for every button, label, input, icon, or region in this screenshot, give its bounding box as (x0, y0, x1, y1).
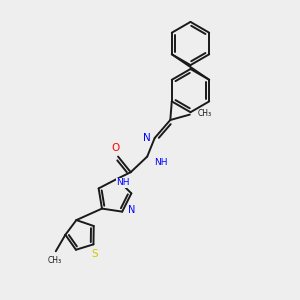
Text: S: S (92, 248, 98, 259)
Text: NH: NH (116, 178, 130, 188)
Text: CH₃: CH₃ (48, 256, 62, 265)
Text: O: O (112, 143, 120, 153)
Text: NH: NH (154, 158, 167, 167)
Text: CH₃: CH₃ (198, 110, 212, 118)
Text: N: N (128, 206, 135, 215)
Text: N: N (143, 133, 151, 143)
